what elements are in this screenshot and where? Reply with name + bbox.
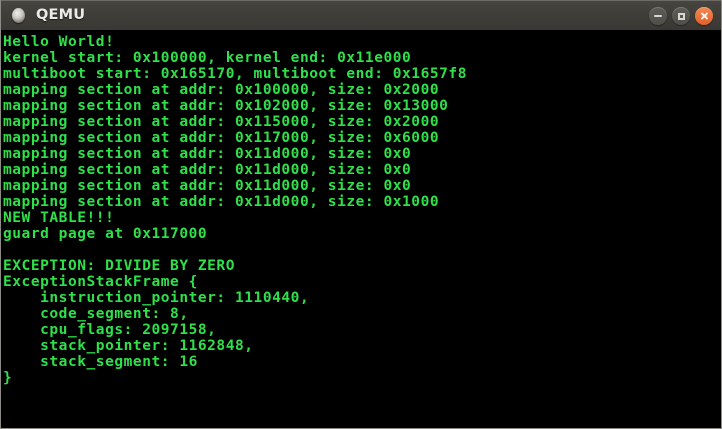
qemu-disc-icon (11, 7, 26, 24)
window-title: QEMU (36, 7, 86, 24)
console-line: NEW TABLE!!! (3, 210, 115, 226)
console-line: stack_segment: 16 (3, 354, 198, 370)
console-line: kernel start: 0x100000, kernel end: 0x11… (3, 50, 412, 66)
console-line: mapping section at addr: 0x11d000, size:… (3, 162, 412, 178)
console-line: code_segment: 8, (3, 306, 189, 322)
console-line (3, 242, 721, 258)
minimize-icon (654, 15, 662, 17)
maximize-icon (677, 12, 685, 20)
console-line: guard page at 0x117000 (3, 226, 208, 242)
window-titlebar[interactable]: QEMU (1, 0, 721, 30)
console-line: EXCEPTION: DIVIDE BY ZERO (3, 258, 235, 274)
console-line: stack_pointer: 1162848, (3, 338, 254, 354)
console-output: Hello World! kernel start: 0x100000, kern… (3, 34, 721, 386)
console-line: mapping section at addr: 0x11d000, size:… (3, 194, 440, 210)
console-line: mapping section at addr: 0x115000, size:… (3, 114, 440, 130)
maximize-button[interactable] (672, 7, 690, 25)
minimize-button[interactable] (649, 7, 667, 25)
console-line: multiboot start: 0x165170, multiboot end… (3, 66, 467, 82)
window-controls (649, 1, 713, 31)
console-line: } (3, 370, 13, 386)
console-line: cpu_flags: 2097158, (3, 322, 217, 338)
console-line: mapping section at addr: 0x11d000, size:… (3, 178, 412, 194)
console-line: mapping section at addr: 0x102000, size:… (3, 98, 449, 114)
console-line: mapping section at addr: 0x117000, size:… (3, 130, 440, 146)
close-icon (700, 12, 709, 21)
vga-console: Hello World! kernel start: 0x100000, kern… (1, 30, 721, 428)
close-button[interactable] (695, 7, 713, 25)
console-line: instruction_pointer: 1110440, (3, 290, 310, 306)
console-line: Hello World! (3, 34, 115, 50)
console-line: mapping section at addr: 0x100000, size:… (3, 82, 440, 98)
console-line: mapping section at addr: 0x11d000, size:… (3, 146, 412, 162)
console-line: ExceptionStackFrame { (3, 274, 198, 290)
